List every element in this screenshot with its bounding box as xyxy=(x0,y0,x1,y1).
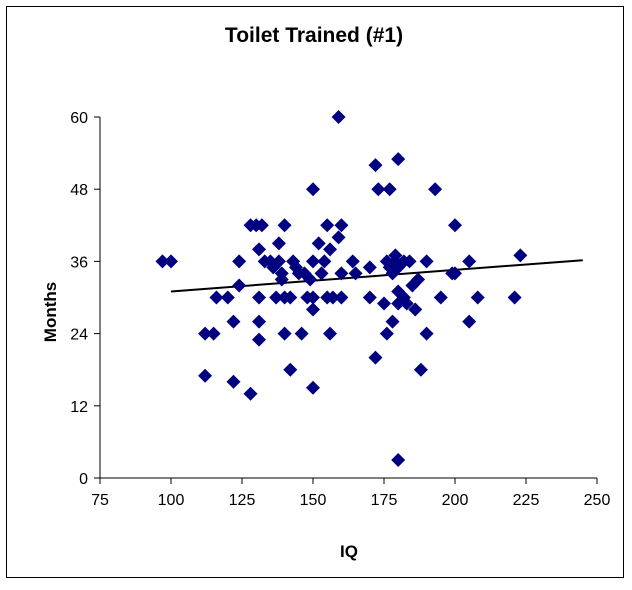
x-tick-label: 100 xyxy=(158,492,185,509)
data-point xyxy=(408,302,423,317)
data-point xyxy=(428,182,443,197)
data-point xyxy=(377,296,391,311)
scatter-chart: Toilet Trained (#1) 75 100 125 150 175 200 225… xyxy=(41,24,610,561)
data-point xyxy=(271,236,286,251)
data-point xyxy=(271,254,286,269)
data-point xyxy=(164,254,178,269)
data-point xyxy=(513,248,528,263)
data-point xyxy=(232,254,247,269)
data-point xyxy=(252,242,267,257)
x-tick-label: 225 xyxy=(513,492,540,509)
data-point xyxy=(379,326,394,341)
data-point xyxy=(311,236,326,251)
data-points xyxy=(155,110,528,467)
data-point xyxy=(306,290,320,305)
data-point xyxy=(419,254,434,269)
data-point xyxy=(226,314,241,329)
data-point xyxy=(323,242,338,257)
data-point xyxy=(306,254,320,269)
data-point xyxy=(155,254,170,269)
data-point xyxy=(306,302,320,317)
trendline-group xyxy=(170,259,583,293)
y-tick-label: 60 xyxy=(70,110,88,127)
data-point xyxy=(385,314,400,329)
data-point xyxy=(345,254,360,269)
data-point xyxy=(399,296,414,311)
data-point xyxy=(303,272,318,287)
data-point xyxy=(198,326,213,341)
data-point xyxy=(320,218,335,233)
data-point xyxy=(382,182,397,197)
data-point xyxy=(325,290,340,305)
x-tick-label: 150 xyxy=(300,492,327,509)
data-point xyxy=(413,362,428,377)
data-point xyxy=(334,218,349,233)
x-tick-label: 75 xyxy=(91,492,109,509)
data-point xyxy=(371,182,386,197)
data-point xyxy=(368,158,383,173)
data-point xyxy=(462,254,477,269)
data-point xyxy=(448,266,462,281)
x-tick-label: 200 xyxy=(442,492,469,509)
x-tick-label: 250 xyxy=(584,492,611,509)
data-point xyxy=(252,290,267,305)
data-point xyxy=(294,326,309,341)
data-point xyxy=(402,254,417,269)
y-tick-label: 24 xyxy=(70,327,88,344)
data-point xyxy=(226,374,241,389)
data-point xyxy=(331,110,346,124)
data-point xyxy=(334,290,349,305)
data-point xyxy=(274,272,289,287)
data-point xyxy=(277,326,292,341)
trendline xyxy=(170,259,583,293)
data-point xyxy=(362,260,377,275)
axes xyxy=(99,117,597,479)
data-point xyxy=(232,278,247,293)
data-point xyxy=(411,272,426,287)
data-point xyxy=(470,290,485,305)
data-point xyxy=(220,290,235,305)
y-tick-label: 36 xyxy=(70,254,88,271)
data-point xyxy=(269,290,284,305)
data-point xyxy=(283,362,298,377)
data-point xyxy=(254,218,269,233)
x-axis-label: IQ xyxy=(340,542,358,561)
data-point xyxy=(198,368,213,383)
x-axis-ticks: 75 100 125 150 175 200 225 250 xyxy=(91,478,610,509)
data-point xyxy=(419,326,434,341)
data-point xyxy=(209,290,224,305)
chart-title: Toilet Trained (#1) xyxy=(225,24,403,47)
y-axis-label: Months xyxy=(41,282,60,342)
data-point xyxy=(283,290,298,305)
x-tick-label: 175 xyxy=(371,492,398,509)
data-point xyxy=(306,182,320,197)
data-point xyxy=(391,152,406,167)
x-tick-label: 125 xyxy=(229,492,256,509)
data-point xyxy=(391,452,406,467)
data-point xyxy=(433,290,448,305)
data-point xyxy=(462,314,477,329)
data-point xyxy=(331,230,346,245)
y-axis-ticks: 0 12 24 36 48 60 xyxy=(70,110,100,488)
chart-frame: Toilet Trained (#1) 75 100 125 150 175 200 225… xyxy=(6,6,624,578)
data-point xyxy=(507,290,522,305)
data-point xyxy=(323,326,338,341)
y-tick-label: 0 xyxy=(79,471,88,488)
data-point xyxy=(448,218,462,233)
data-point xyxy=(252,332,267,347)
y-tick-label: 48 xyxy=(70,182,88,199)
data-point xyxy=(243,386,258,401)
data-point xyxy=(314,266,329,281)
data-point xyxy=(348,266,363,281)
data-point xyxy=(277,218,292,233)
data-point xyxy=(317,254,332,269)
data-point xyxy=(362,290,377,305)
data-point xyxy=(252,314,267,329)
data-point xyxy=(368,350,383,365)
y-tick-label: 12 xyxy=(70,399,88,416)
data-point xyxy=(334,266,349,281)
data-point xyxy=(206,326,221,341)
data-point xyxy=(306,380,320,395)
